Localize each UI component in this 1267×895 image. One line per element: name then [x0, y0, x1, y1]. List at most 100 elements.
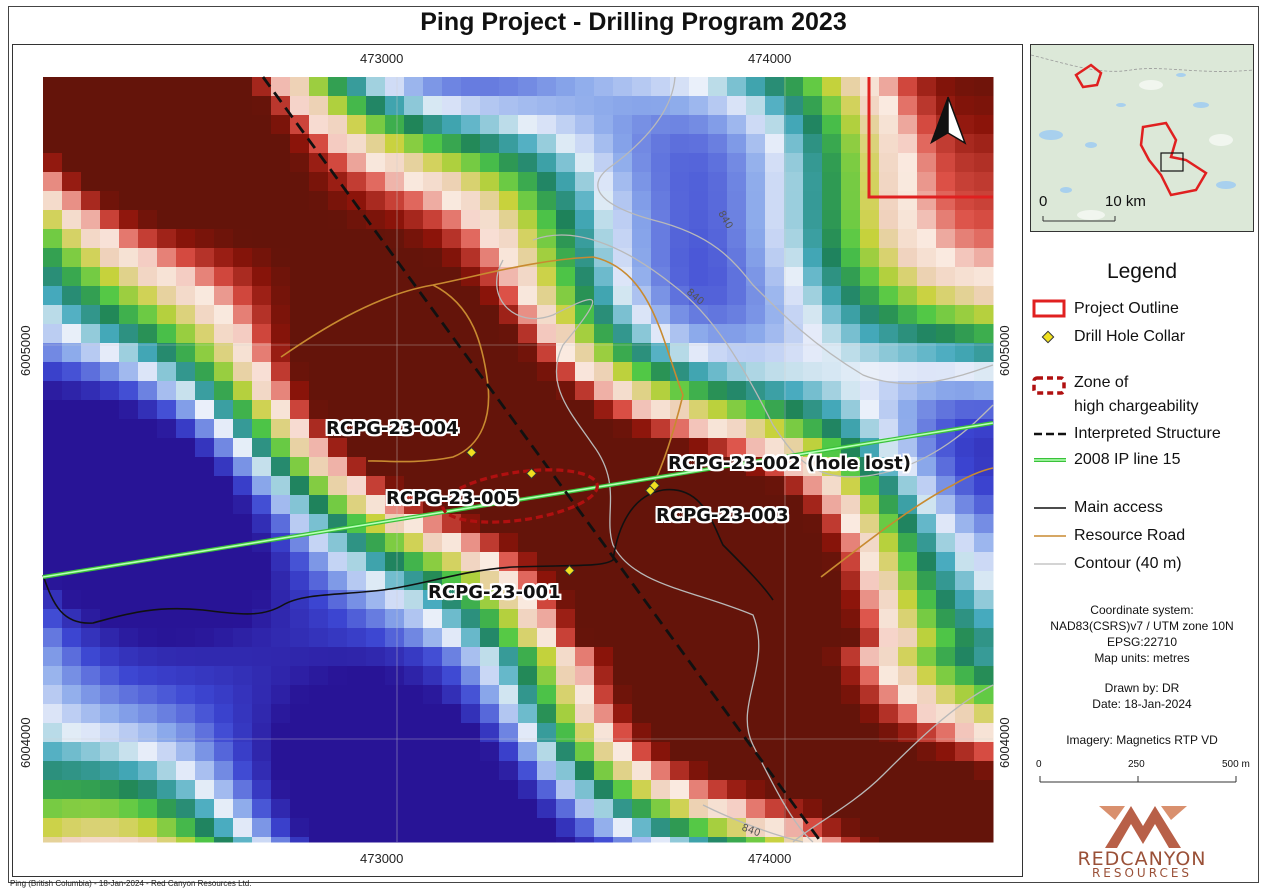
raster-cell [309, 229, 329, 249]
raster-cell [917, 780, 937, 800]
raster-cell [81, 685, 101, 705]
raster-cell [138, 77, 158, 97]
raster-cell [708, 153, 728, 173]
raster-cell [898, 286, 918, 306]
raster-cell [841, 343, 861, 363]
raster-cell [518, 267, 538, 287]
raster-cell [233, 552, 253, 572]
raster-cell [803, 571, 823, 591]
raster-cell [518, 286, 538, 306]
raster-cell [575, 590, 595, 610]
raster-cell [689, 571, 709, 591]
raster-cell [632, 305, 652, 325]
raster-cell [480, 286, 500, 306]
raster-cell [43, 96, 63, 116]
drill-collar-icon[interactable] [648, 479, 661, 492]
raster-cell [575, 780, 595, 800]
raster-cell [841, 229, 861, 249]
raster-cell [404, 381, 424, 401]
raster-cell [480, 818, 500, 838]
raster-cell [195, 495, 215, 515]
raster-cell [803, 704, 823, 724]
raster-cell [100, 248, 120, 268]
raster-cell [423, 134, 443, 154]
raster-cell [100, 134, 120, 154]
raster-cell [632, 514, 652, 534]
raster-cell [575, 172, 595, 192]
raster-cell [727, 552, 747, 572]
raster-cell [784, 723, 804, 743]
raster-cell [252, 134, 272, 154]
drill-hole-label: RCPG-23-004 [326, 418, 459, 439]
raster-cell [746, 248, 766, 268]
raster-cell [347, 267, 367, 287]
drill-hole-label: RCPG-23-002 (hole lost) [668, 453, 911, 474]
main-map[interactable]: 840 840 840 [12, 44, 1023, 877]
raster-cell [670, 818, 690, 838]
raster-cell [765, 837, 785, 843]
raster-cell [708, 438, 728, 458]
raster-cell [784, 704, 804, 724]
raster-cell [62, 191, 82, 211]
raster-cell [727, 742, 747, 762]
coordinate-info: Coordinate system: NAD83(CSRS)v7 / UTM z… [1030, 602, 1254, 666]
raster-cell [784, 647, 804, 667]
raster-cell [347, 324, 367, 344]
main-map-canvas[interactable]: 840 840 840 [13, 45, 1022, 876]
raster-cell [119, 286, 139, 306]
legend-label: Main access [1074, 499, 1163, 516]
raster-cell [195, 77, 215, 97]
raster-cell [328, 115, 348, 135]
raster-cell [43, 381, 63, 401]
raster-cell [613, 115, 633, 135]
raster-cell [727, 780, 747, 800]
raster-cell [271, 115, 291, 135]
raster-cell [822, 761, 842, 781]
raster-cell [518, 248, 538, 268]
raster-cell [347, 153, 367, 173]
raster-cell [233, 191, 253, 211]
raster-cell [43, 419, 63, 439]
raster-cell [974, 647, 994, 667]
raster-cell [442, 229, 462, 249]
raster-cell [309, 381, 329, 401]
raster-cell [214, 134, 234, 154]
raster-cell [632, 115, 652, 135]
raster-cell [442, 362, 462, 382]
raster-cell [898, 153, 918, 173]
raster-cell [309, 837, 329, 843]
raster-cell [879, 419, 899, 439]
raster-cell [537, 324, 557, 344]
legend-structure-icon [1034, 432, 1066, 436]
raster-cell [689, 837, 709, 843]
raster-cell [765, 210, 785, 230]
inset-map[interactable]: 0 10 km [1030, 44, 1254, 232]
raster-cell [594, 210, 614, 230]
raster-cell [423, 400, 443, 420]
raster-cell [290, 324, 310, 344]
raster-cell [518, 96, 538, 116]
raster-cell [252, 647, 272, 667]
raster-cell [822, 400, 842, 420]
drill-collar-icon[interactable] [525, 467, 538, 480]
raster-cell [917, 286, 937, 306]
raster-cell [233, 590, 253, 610]
raster-cell [138, 457, 158, 477]
raster-cell [214, 210, 234, 230]
raster-cell [803, 305, 823, 325]
raster-cell [404, 571, 424, 591]
raster-cell [860, 514, 880, 534]
drill-collar-icon[interactable] [465, 446, 478, 459]
raster-cell [917, 381, 937, 401]
raster-cell [404, 229, 424, 249]
raster-cell [43, 742, 63, 762]
raster-cell [518, 438, 538, 458]
drill-collar-icon[interactable] [563, 564, 576, 577]
info-line: EPSG:22710 [1106, 635, 1178, 649]
raster-cell [290, 438, 310, 458]
raster-cell [727, 761, 747, 781]
x-tick-top: 473000 [360, 51, 404, 66]
raster-cell [917, 552, 937, 572]
raster-cell [138, 96, 158, 116]
raster-cell [898, 324, 918, 344]
